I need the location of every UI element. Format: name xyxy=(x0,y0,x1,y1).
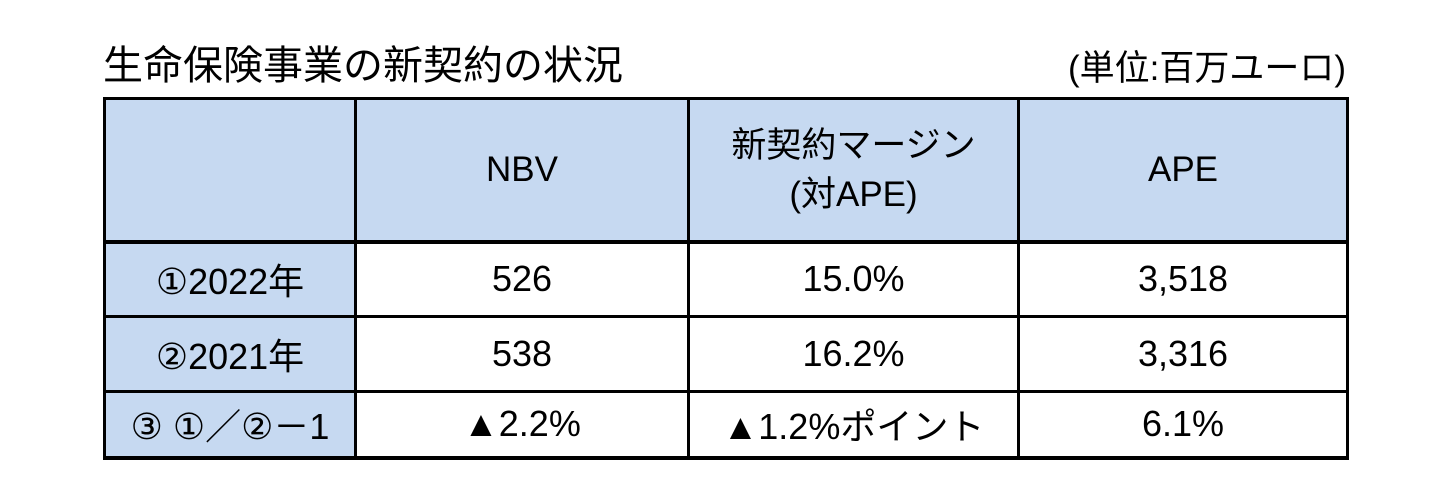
header-blank xyxy=(103,97,357,244)
new-business-table: NBV 新契約マージン (対APE) APE ①2022年 526 15.0% … xyxy=(103,97,1349,460)
cell-2022-margin: 15.0% xyxy=(687,240,1020,318)
row-label-change: ③ ①／②－1 xyxy=(103,390,357,459)
table-row-2022: ①2022年 526 15.0% 3,518 xyxy=(103,240,1349,318)
title-row: 生命保険事業の新契約の状況 (単位:百万ユーロ) xyxy=(103,26,1346,92)
header-row: NBV 新契約マージン (対APE) APE xyxy=(103,97,1349,244)
row-label-2022: ①2022年 xyxy=(103,240,357,318)
cell-change-ape: 6.1% xyxy=(1017,390,1349,459)
header-margin: 新契約マージン (対APE) xyxy=(687,97,1020,244)
cell-change-nbv: ▲2.2% xyxy=(354,390,690,459)
cell-2021-ape: 3,316 xyxy=(1017,315,1349,393)
header-nbv: NBV xyxy=(354,97,690,244)
row-label-2021: ②2021年 xyxy=(103,315,357,393)
header-ape: APE xyxy=(1017,97,1349,244)
unit-label: (単位:百万ユーロ) xyxy=(1067,48,1346,88)
cell-2022-nbv: 526 xyxy=(354,240,690,318)
table-row-2021: ②2021年 538 16.2% 3,316 xyxy=(103,315,1349,393)
cell-2022-ape: 3,518 xyxy=(1017,240,1349,318)
cell-2021-nbv: 538 xyxy=(354,315,690,393)
cell-change-margin: ▲1.2%ポイント xyxy=(687,390,1020,459)
table-row-change: ③ ①／②－1 ▲2.2% ▲1.2%ポイント 6.1% xyxy=(103,390,1349,459)
page-title: 生命保険事業の新契約の状況 xyxy=(103,44,623,88)
cell-2021-margin: 16.2% xyxy=(687,315,1020,393)
